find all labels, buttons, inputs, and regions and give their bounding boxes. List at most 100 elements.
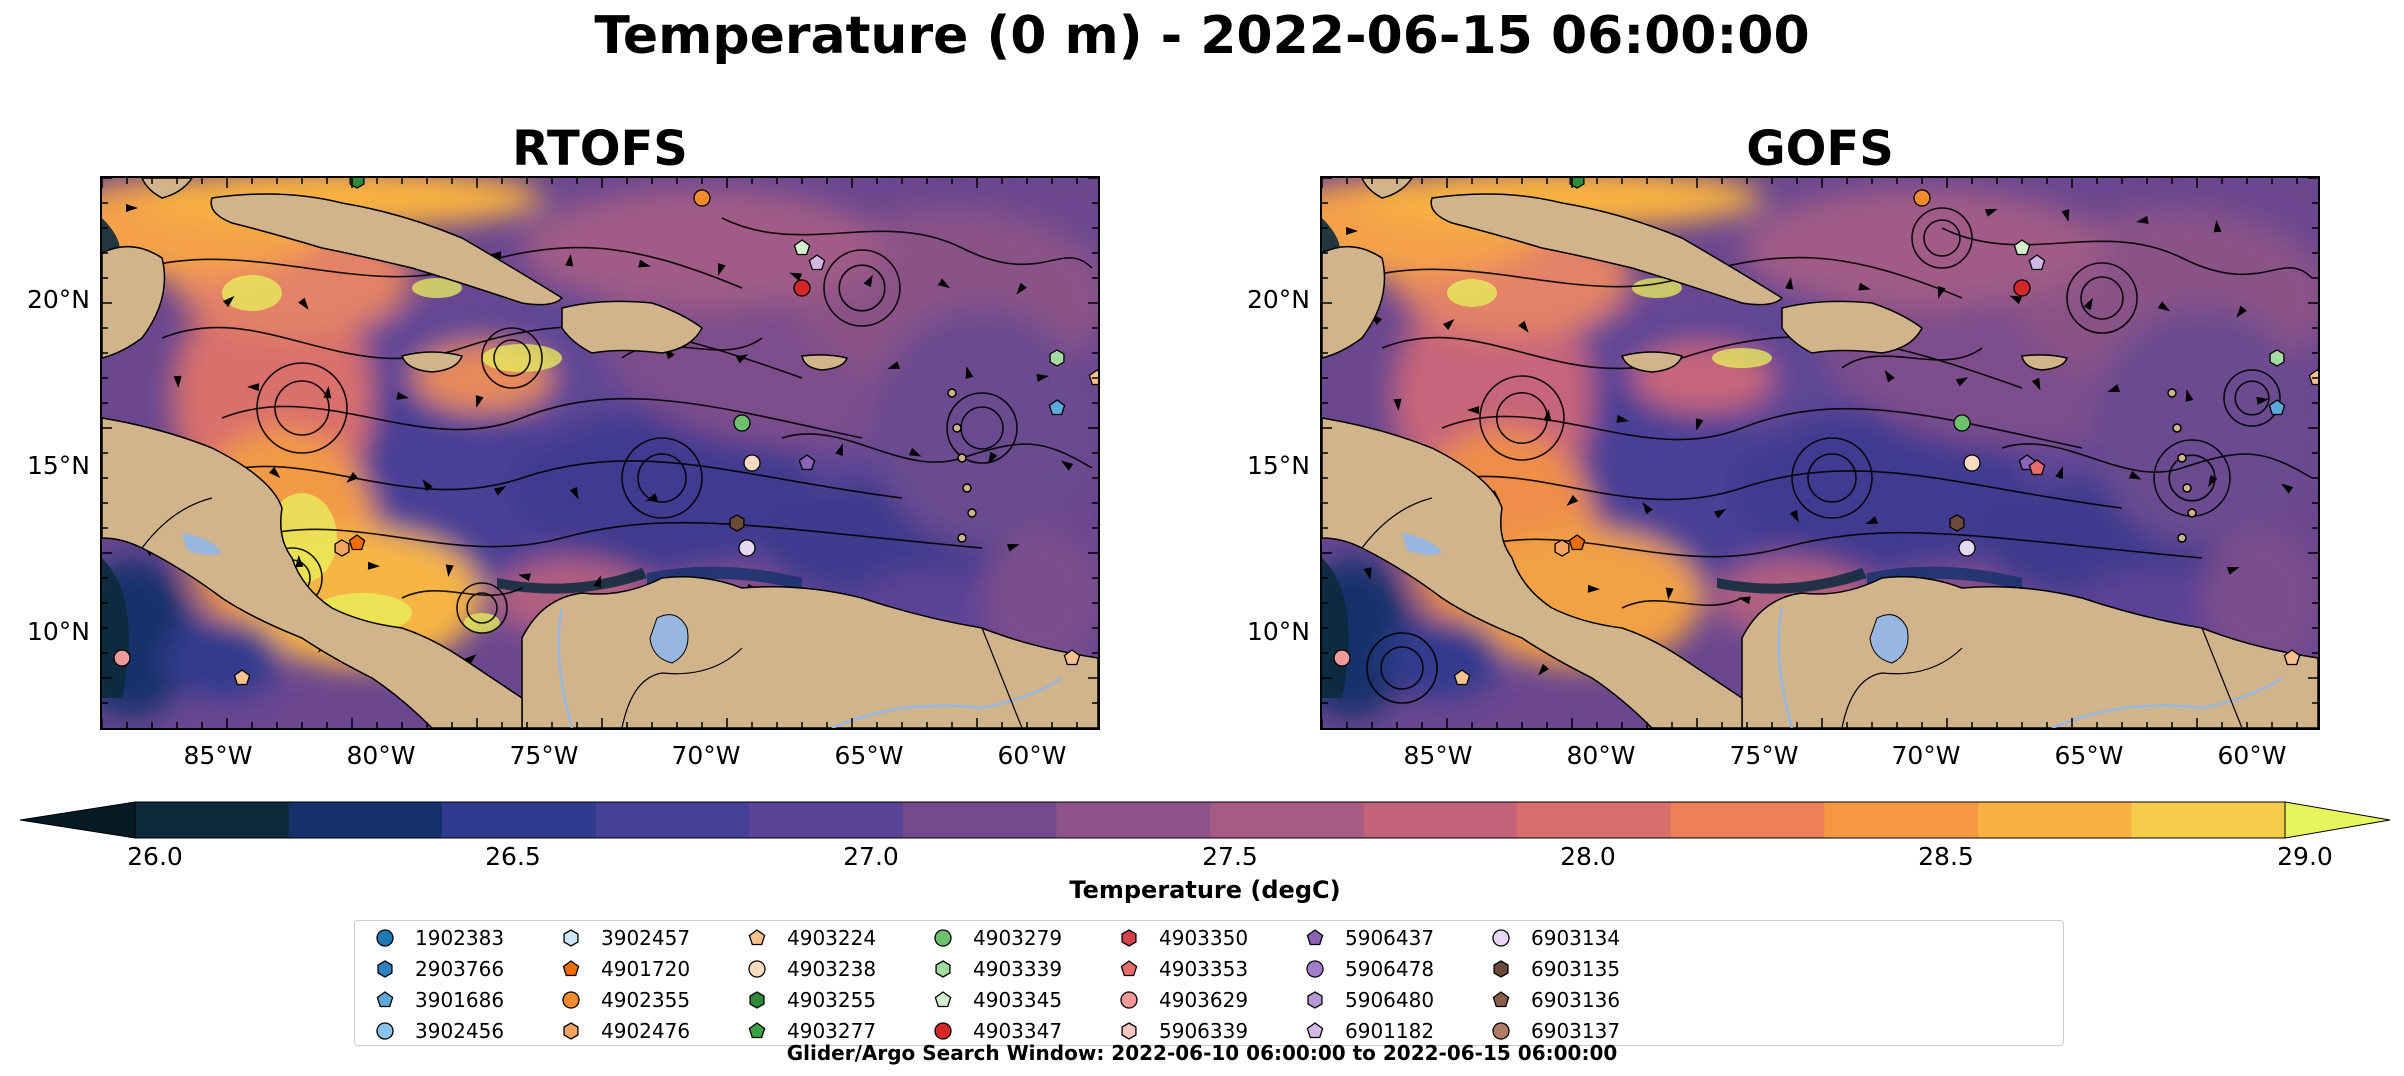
hexagon-marker-icon bbox=[1307, 991, 1323, 1009]
legend-item: 4903279 bbox=[931, 923, 1062, 953]
legend-item: 4902355 bbox=[559, 985, 690, 1015]
land-island bbox=[2187, 508, 2197, 518]
panel-title: RTOFS bbox=[512, 121, 688, 177]
float-6901182[interactable] bbox=[2028, 254, 2046, 271]
colorbar-label: Temperature (degC) bbox=[1069, 876, 1341, 904]
float-4903339[interactable] bbox=[2269, 349, 2285, 367]
float-4903238[interactable] bbox=[743, 454, 761, 472]
float-4903279[interactable] bbox=[1953, 414, 1971, 432]
float-4903224[interactable] bbox=[1063, 649, 1081, 666]
pentagon-marker-icon bbox=[562, 960, 580, 977]
map-area[interactable] bbox=[100, 176, 1100, 730]
float-3901686[interactable] bbox=[1048, 399, 1066, 416]
float-6903135[interactable] bbox=[729, 514, 745, 532]
float-4902476[interactable] bbox=[334, 539, 350, 557]
float-5906437[interactable] bbox=[798, 454, 816, 471]
land-island bbox=[962, 483, 972, 493]
legend-item: 4903353 bbox=[1117, 954, 1248, 984]
land-cuba bbox=[1430, 193, 1784, 306]
float-6901182[interactable] bbox=[808, 254, 826, 271]
pentagon-marker-icon bbox=[748, 1022, 766, 1039]
land-island bbox=[967, 508, 977, 518]
float-4901720[interactable] bbox=[348, 534, 366, 551]
land-island bbox=[947, 388, 957, 398]
land-florida bbox=[1361, 178, 1413, 199]
country-borders bbox=[1361, 497, 2243, 728]
float-4903255[interactable] bbox=[349, 178, 365, 189]
float-4903238[interactable] bbox=[1963, 454, 1981, 472]
colorbar-tick: 26.0 bbox=[127, 842, 183, 871]
legend-item: 4903629 bbox=[1117, 985, 1248, 1015]
colorbar-tick: 28.5 bbox=[1918, 842, 1974, 871]
float-4902476[interactable] bbox=[1554, 539, 1570, 557]
circle-marker-icon bbox=[376, 1022, 394, 1040]
lon-label: 65°W bbox=[834, 741, 904, 770]
legend-label: 4903347 bbox=[973, 1019, 1063, 1043]
colorbar-segment bbox=[1210, 802, 1365, 838]
legend-item: 4903255 bbox=[745, 985, 876, 1015]
circle-marker-icon bbox=[934, 929, 952, 947]
float-3901686[interactable] bbox=[2268, 399, 2286, 416]
colorbar-segment bbox=[442, 802, 597, 838]
legend-item: 5906480 bbox=[1303, 985, 1434, 1015]
float-4902355[interactable] bbox=[693, 189, 711, 207]
legend-label: 5906480 bbox=[1345, 988, 1435, 1012]
legend-item: 4903350 bbox=[1117, 923, 1248, 953]
lat-label: 10°N bbox=[1246, 617, 1310, 646]
map-area[interactable] bbox=[1320, 176, 2320, 730]
legend-item: 4901720 bbox=[559, 954, 690, 984]
float-4903347[interactable] bbox=[2013, 279, 2031, 297]
legend-label: 5906478 bbox=[1345, 957, 1435, 981]
float-4903224[interactable] bbox=[1453, 669, 1471, 686]
float-4903279[interactable] bbox=[733, 414, 751, 432]
legend-item: 3902456 bbox=[373, 1016, 504, 1046]
float-4901720[interactable] bbox=[1568, 534, 1586, 551]
colorbar-tick: 28.0 bbox=[1560, 842, 1616, 871]
float-4903224[interactable] bbox=[2283, 649, 2301, 666]
float-4903345[interactable] bbox=[793, 239, 811, 256]
float-4903629[interactable] bbox=[1333, 649, 1351, 667]
legend-label: 3902456 bbox=[415, 1019, 505, 1043]
float-6903134[interactable] bbox=[1958, 539, 1976, 557]
legend-item: 4903238 bbox=[745, 954, 876, 984]
legend-item: 4902476 bbox=[559, 1016, 690, 1046]
float-4902355[interactable] bbox=[1913, 189, 1931, 207]
land-puerto-rico bbox=[801, 354, 848, 371]
legend-label: 2903766 bbox=[415, 957, 505, 981]
hexagon-marker-icon bbox=[1121, 1022, 1137, 1040]
float-4903353[interactable] bbox=[2028, 459, 2046, 476]
lat-label: 20°N bbox=[1246, 285, 1310, 314]
legend-item: 6901182 bbox=[1303, 1016, 1434, 1046]
country-borders bbox=[141, 497, 1023, 728]
float-6903134[interactable] bbox=[738, 539, 756, 557]
legend-label: 5906437 bbox=[1345, 926, 1435, 950]
circle-marker-icon bbox=[376, 929, 394, 947]
legend-label: 4903238 bbox=[787, 957, 877, 981]
colorbar-segment bbox=[595, 802, 750, 838]
pentagon-marker-icon bbox=[376, 991, 394, 1008]
legend-label: 6903134 bbox=[1531, 926, 1621, 950]
colorbar-segment bbox=[135, 802, 290, 838]
colorbar-segment bbox=[1363, 802, 1518, 838]
float-4903224[interactable] bbox=[233, 669, 251, 686]
hexagon-marker-icon bbox=[377, 960, 393, 978]
circle-marker-icon bbox=[1492, 1022, 1510, 1040]
lon-label: 75°W bbox=[1729, 741, 1799, 770]
land-cuba bbox=[210, 193, 564, 306]
legend-item: 4903339 bbox=[931, 954, 1062, 984]
land-yucatan bbox=[102, 245, 166, 359]
land-jamaica bbox=[1621, 351, 1683, 373]
legend-item: 1902383 bbox=[373, 923, 504, 953]
circle-marker-icon bbox=[562, 991, 580, 1009]
colorbar-tick: 27.5 bbox=[1202, 842, 1258, 871]
float-4903345[interactable] bbox=[2013, 239, 2031, 256]
float-4903255[interactable] bbox=[1569, 178, 1585, 189]
float-4903347[interactable] bbox=[793, 279, 811, 297]
land-central-america bbox=[1322, 417, 1743, 728]
float-4903629[interactable] bbox=[113, 649, 131, 667]
legend-label: 4903224 bbox=[787, 926, 877, 950]
float-4903339[interactable] bbox=[1049, 349, 1065, 367]
float-6903135[interactable] bbox=[1949, 514, 1965, 532]
colorbar-gradient bbox=[19, 801, 2391, 839]
land-island bbox=[957, 533, 967, 543]
